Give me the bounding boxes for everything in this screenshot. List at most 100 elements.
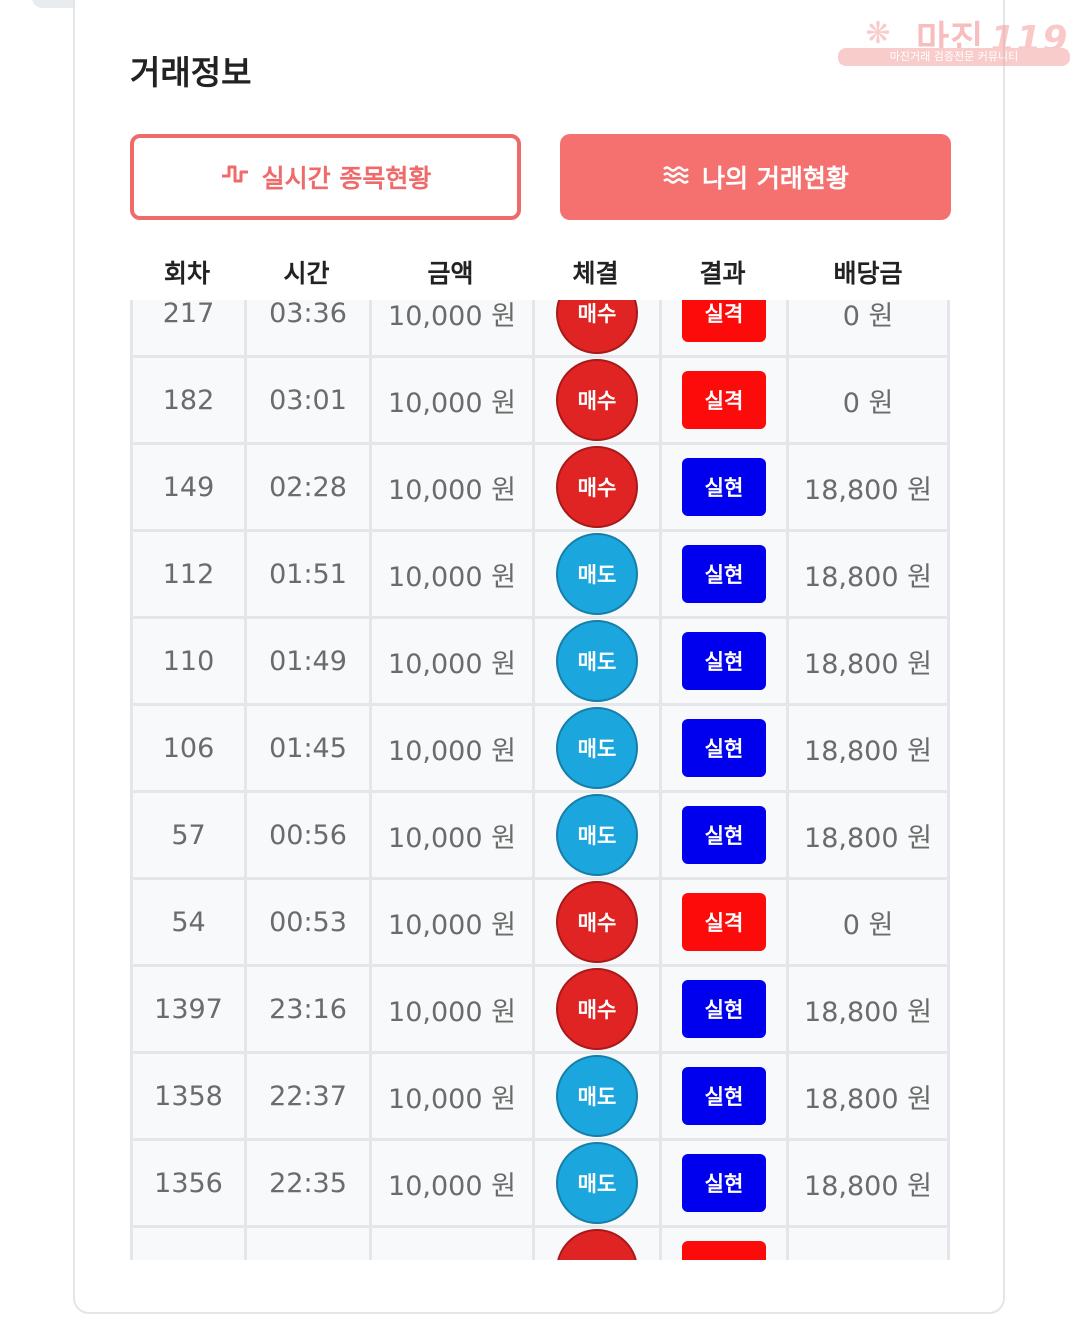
cell-amount: 10,000 원 xyxy=(369,880,532,964)
side-badge: 매수 xyxy=(556,300,638,354)
cell-time: 02:28 xyxy=(244,445,369,529)
pulse-icon xyxy=(220,163,250,191)
cell-payout: 18,800 원 xyxy=(786,1054,950,1138)
my-trades-button[interactable]: 나의 거래현황 xyxy=(560,134,951,220)
round-value: 106 xyxy=(162,732,215,764)
result-badge: 실격 xyxy=(682,1241,766,1260)
amount-value: 10,000 원 xyxy=(388,909,516,941)
cell-amount: 10,000 원 xyxy=(369,1054,532,1138)
side-badge: 매도 xyxy=(556,707,638,789)
round-value: 1358 xyxy=(154,1080,223,1112)
realtime-status-label: 실시간 종목현황 xyxy=(261,164,432,193)
round-value: 110 xyxy=(162,645,215,677)
cell-side: 매도 xyxy=(532,532,659,616)
payout-value: 18,800 원 xyxy=(804,996,932,1028)
cell-time: 03:01 xyxy=(244,358,369,442)
cell-payout xyxy=(786,1228,950,1260)
result-badge: 실현 xyxy=(682,632,766,690)
cell-payout: 18,800 원 xyxy=(786,532,950,616)
cell-round xyxy=(130,1228,244,1260)
cell-result: 실현 xyxy=(659,445,786,529)
cell-result: 실격 xyxy=(659,880,786,964)
round-value: 149 xyxy=(162,471,215,503)
amount-value: 10,000 원 xyxy=(388,822,516,854)
time-value: 03:01 xyxy=(269,384,347,416)
result-badge: 실현 xyxy=(682,980,766,1038)
cell-round: 1358 xyxy=(130,1054,244,1138)
cell-result: 실현 xyxy=(659,793,786,877)
watermark-logo: ❋ 마진 119 마진거래 검증전문 커뮤니티 xyxy=(838,10,1070,66)
cell-time: 01:49 xyxy=(244,619,369,703)
time-value: 22:37 xyxy=(269,1080,347,1112)
payout-value: 18,800 원 xyxy=(804,474,932,506)
round-value: 1356 xyxy=(154,1167,223,1199)
cell-time: 03:36 xyxy=(244,300,369,355)
table-row: 1356 22:35 10,000 원 매도 실현 18,800 원 xyxy=(130,1141,950,1228)
cell-amount: 10,000 원 xyxy=(369,967,532,1051)
cell-time: 23:16 xyxy=(244,967,369,1051)
cell-round: 57 xyxy=(130,793,244,877)
payout-value: 18,800 원 xyxy=(804,1170,932,1202)
cell-result: 실격 xyxy=(659,358,786,442)
cell-round: 1397 xyxy=(130,967,244,1051)
section-title: 거래정보 xyxy=(130,53,252,92)
cell-result: 실현 xyxy=(659,1054,786,1138)
round-value: 1397 xyxy=(154,993,223,1025)
cell-time: 01:45 xyxy=(244,706,369,790)
watermark-subtitle: 마진거래 검증전문 커뮤니티 xyxy=(838,48,1070,66)
cell-amount: 10,000 원 xyxy=(369,619,532,703)
cell-amount: 10,000 원 xyxy=(369,445,532,529)
time-value: 01:51 xyxy=(269,558,347,590)
round-value: 57 xyxy=(171,819,206,851)
amount-value: 10,000 원 xyxy=(388,648,516,680)
cell-result: 실현 xyxy=(659,706,786,790)
side-badge: 매수 xyxy=(556,446,638,528)
amount-value: 10,000 원 xyxy=(388,996,516,1028)
cell-time: 22:35 xyxy=(244,1141,369,1225)
table-row: 106 01:45 10,000 원 매도 실현 18,800 원 xyxy=(130,706,950,793)
cell-payout: 0 원 xyxy=(786,880,950,964)
cell-payout: 0 원 xyxy=(786,358,950,442)
table-row: 217 03:36 10,000 원 매수 실격 0 원 xyxy=(130,300,950,358)
payout-value: 0 원 xyxy=(842,387,894,419)
cell-time: 22:37 xyxy=(244,1054,369,1138)
cell-payout: 18,800 원 xyxy=(786,967,950,1051)
cell-time: 00:56 xyxy=(244,793,369,877)
cell-round: 112 xyxy=(130,532,244,616)
cell-round: 149 xyxy=(130,445,244,529)
side-badge: 매수 xyxy=(556,968,638,1050)
cell-result: 실격 xyxy=(659,1228,786,1260)
result-badge: 실격 xyxy=(682,300,766,342)
table-row: 매수 실격 xyxy=(130,1228,950,1260)
result-badge: 실격 xyxy=(682,893,766,951)
round-value: 112 xyxy=(162,558,215,590)
payout-value: 0 원 xyxy=(842,300,894,332)
cell-side: 매도 xyxy=(532,706,659,790)
amount-value: 10,000 원 xyxy=(388,1083,516,1115)
result-badge: 실현 xyxy=(682,1154,766,1212)
table-row: 110 01:49 10,000 원 매도 실현 18,800 원 xyxy=(130,619,950,706)
amount-value: 10,000 원 xyxy=(388,387,516,419)
cell-time: 00:53 xyxy=(244,880,369,964)
result-badge: 실격 xyxy=(682,371,766,429)
cell-round: 106 xyxy=(130,706,244,790)
cell-amount: 10,000 원 xyxy=(369,300,532,355)
cell-round: 1356 xyxy=(130,1141,244,1225)
round-value: 217 xyxy=(162,300,215,329)
cell-amount: 10,000 원 xyxy=(369,706,532,790)
side-badge: 매수 xyxy=(556,1229,638,1260)
round-value: 182 xyxy=(162,384,215,416)
side-badge: 매도 xyxy=(556,533,638,615)
cell-result: 실현 xyxy=(659,619,786,703)
cell-time xyxy=(244,1228,369,1260)
realtime-status-button[interactable]: 실시간 종목현황 xyxy=(130,134,521,220)
cell-side: 매수 xyxy=(532,300,659,355)
eagle-emblem-icon: ❋ xyxy=(865,16,891,51)
round-value: 54 xyxy=(171,906,206,938)
table-row: 112 01:51 10,000 원 매도 실현 18,800 원 xyxy=(130,532,950,619)
table-row: 1397 23:16 10,000 원 매수 실현 18,800 원 xyxy=(130,967,950,1054)
cell-payout: 0 원 xyxy=(786,300,950,355)
cell-side: 매수 xyxy=(532,358,659,442)
time-value: 01:49 xyxy=(269,645,347,677)
